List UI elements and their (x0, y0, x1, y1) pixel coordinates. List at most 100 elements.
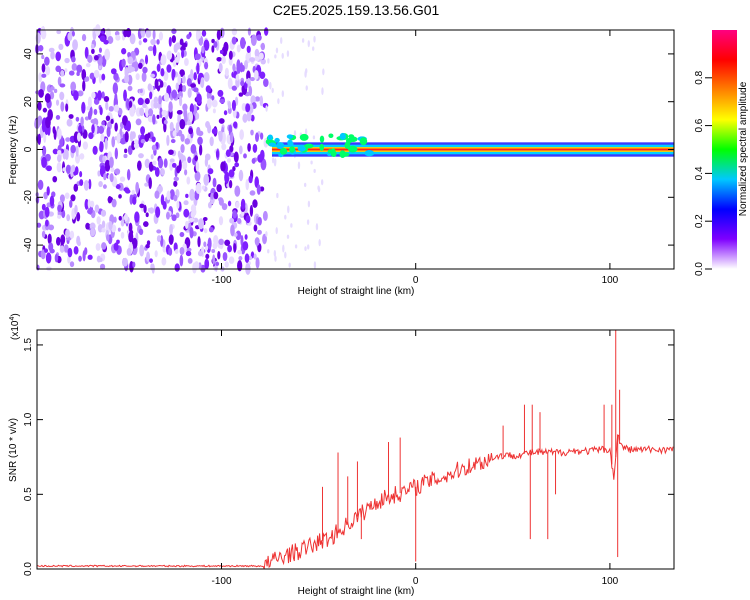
spectrogram-cell (115, 34, 121, 41)
spectrogram-cell (179, 254, 184, 267)
spectrogram-cell (243, 153, 247, 159)
spectrogram-cell (211, 128, 218, 135)
spectrogram-cell (45, 165, 52, 172)
spectrogram-cell (57, 204, 62, 213)
spectrogram-cell (171, 162, 177, 168)
spectrogram-cell (105, 101, 109, 111)
top-y-tick-label: -20 (23, 190, 34, 205)
spectrogram-cell (174, 56, 180, 63)
spectrogram-cell (177, 129, 183, 137)
spectrogram-cell (211, 99, 218, 108)
spectrogram-cell (236, 44, 241, 53)
spectrogram-cell (217, 251, 221, 260)
spectrogram-cell (60, 234, 66, 245)
spectrogram-cell (177, 73, 182, 86)
spectrogram-cell (166, 190, 171, 201)
spectrogram-cell (240, 235, 244, 247)
spectrogram-cell (157, 185, 163, 193)
spectrogram-cell (168, 234, 174, 245)
spectrogram-cell (249, 57, 256, 63)
spectrogram-cell (139, 244, 145, 257)
spectrogram-cell (156, 235, 162, 242)
spectrogram-cell (274, 137, 280, 143)
spectrogram-cell (68, 70, 75, 76)
spectrogram-cell (149, 258, 153, 263)
spectrogram-cell (304, 143, 314, 149)
spectrogram-cell (328, 133, 334, 139)
spectrogram-cell (118, 194, 122, 199)
spectrogram-cell (72, 39, 78, 51)
spectrogram-cell (99, 35, 106, 43)
spectrogram-cell (286, 234, 290, 239)
spectrogram-cell (186, 78, 192, 87)
spectrogram-cell (64, 68, 68, 73)
spectrogram-cell (103, 173, 107, 181)
spectrogram-cell (135, 118, 142, 126)
spectrogram-cell (247, 27, 252, 36)
spectrogram-cell (84, 46, 89, 59)
spectrogram-cell (48, 211, 54, 217)
spectrogram-cell (108, 221, 113, 231)
spectrogram-cell (115, 184, 121, 190)
spectrogram-cell (175, 122, 180, 133)
spectrogram-cell (76, 211, 81, 222)
spectrogram-cell (165, 211, 170, 220)
spectrogram-cell (274, 158, 277, 164)
spectrogram-cell (245, 103, 251, 113)
spectrogram-cell (49, 248, 55, 254)
spectrogram-cell (183, 200, 189, 206)
spectrogram-cell (257, 154, 263, 163)
spectrogram-cell (59, 194, 65, 203)
spectrogram-cell (142, 66, 148, 74)
spectrogram-cell (117, 107, 123, 116)
spectrogram-cell (126, 169, 131, 181)
spectrogram-cell (306, 219, 310, 225)
spectrogram-cell (339, 132, 346, 140)
spectrogram-cell (81, 33, 87, 42)
spectrogram-cell (153, 96, 159, 104)
spectrogram-cell (124, 67, 129, 78)
spectrogram-cell (223, 41, 229, 53)
spectrogram-cell (229, 145, 234, 153)
spectrogram-cell (87, 208, 93, 215)
spectrogram-cell (185, 193, 189, 199)
spectrogram-cell (104, 159, 111, 172)
spectrogram-cell (312, 135, 316, 140)
spectrogram-cell (197, 236, 201, 248)
spectrogram-cell (217, 130, 223, 137)
spectrogram-cell (150, 38, 157, 46)
spectrogram-cell (179, 38, 184, 46)
spectrogram-cell (271, 87, 274, 94)
spectrogram-cell (205, 244, 209, 251)
spectrogram-cell (138, 40, 142, 46)
spectrogram-cell (160, 168, 165, 176)
spectrogram-cell (147, 132, 151, 139)
spectrogram-cell (156, 229, 162, 234)
spectrogram-cell (215, 261, 220, 266)
spectrogram-cell (69, 230, 75, 239)
colorbar-tick-label: 0.2 (694, 214, 705, 228)
spectrogram-cell (70, 167, 74, 178)
spectrogram-cell (180, 133, 185, 142)
spectrogram-cell (64, 192, 70, 199)
spectrogram-cell (176, 109, 183, 115)
spectrogram-cell (97, 90, 102, 101)
spectrogram-cell (208, 226, 214, 233)
spectrogram-cell (45, 252, 52, 264)
spectrogram-panel: -100 0 100 -40 -20 0 20 40 Height of straight … (8, 24, 675, 297)
spectrogram-cell (241, 103, 247, 112)
spectrogram-cell (98, 73, 103, 84)
spectrogram-cell (41, 230, 46, 238)
colorbar-label: Normalized spectral amplitude (738, 81, 749, 216)
spectrogram-cell (162, 246, 167, 253)
spectrogram-cell (158, 31, 164, 41)
spectrogram-cell (75, 145, 79, 157)
spectrogram-cell (161, 257, 167, 266)
spectrogram-cell (90, 119, 96, 124)
spectrogram-cell (311, 46, 315, 51)
spectrogram-cell (84, 116, 90, 121)
spectrogram-cell (189, 103, 194, 114)
spectrogram-cell (227, 101, 232, 110)
spectrogram-cell (313, 35, 316, 43)
